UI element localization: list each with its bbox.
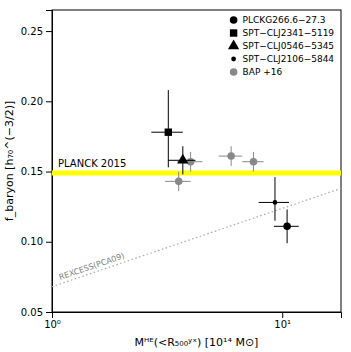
series (168, 146, 195, 174)
x-axis: 10⁰ 10¹ (44, 312, 341, 330)
tick: 0.05 (21, 307, 52, 318)
tick: 0.15 (21, 166, 52, 177)
legend-label: SPT−CLJ2106−5844 (243, 54, 335, 64)
plot-frame (52, 10, 341, 312)
legend-entry: SPT−CLJ0546−5345 (228, 39, 334, 51)
legend-symbol (228, 39, 239, 49)
legend: PLCKG266.6−27.3 SPT−CLJ2341−5119 SPT−CLJ05… (228, 15, 334, 77)
legend-symbol (230, 16, 238, 24)
point (177, 154, 188, 164)
series (151, 90, 183, 167)
tick: 10⁰ (44, 312, 61, 330)
legend-label: SPT−CLJ2341−5119 (243, 28, 335, 38)
tick: 0.25 (21, 26, 52, 37)
tick-mark (46, 31, 52, 32)
tick-mark (46, 101, 52, 102)
legend-label: BAP +16 (243, 67, 283, 77)
point (283, 223, 291, 231)
point (273, 200, 278, 205)
legend-entry: PLCKG266.6−27.3 (230, 15, 326, 25)
tick-mark (46, 242, 52, 243)
plot-area (52, 90, 341, 287)
point (227, 152, 235, 160)
y-axis: 0.05 0.10 0.15 0.20 0.25 (21, 11, 53, 318)
axis-line (53, 313, 342, 319)
annotations: PLANCK 2015 REXCESS(PCA09) (58, 158, 127, 282)
reference-label: REXCESS(PCA09) (58, 251, 126, 282)
error-bar-y (274, 177, 275, 221)
point (250, 158, 258, 166)
legend-label: PLCKG266.6−27.3 (243, 15, 326, 25)
tick: 0.20 (21, 96, 52, 107)
tick: 10¹ (274, 312, 291, 330)
legend-entry: BAP +16 (230, 67, 283, 77)
tick-label: 0.25 (21, 26, 43, 37)
legend-entry: SPT−CLJ2106−5844 (231, 54, 334, 64)
point (165, 128, 172, 135)
series (165, 146, 263, 191)
tick-label: 10⁰ (44, 319, 61, 330)
y-axis-title: f_baryon [h₇₀^(−3/2)] (3, 101, 16, 221)
reference-label: PLANCK 2015 (58, 158, 126, 169)
series (274, 209, 299, 243)
legend-entry: SPT−CLJ2341−5119 (230, 28, 334, 38)
tick-label: 0.20 (21, 96, 43, 107)
tick-label: 10¹ (274, 319, 291, 330)
series (259, 177, 289, 221)
reference-line (52, 170, 341, 175)
tick-mark (282, 312, 283, 318)
chart: 10⁰ 10¹ 0.05 0.10 0.15 0.20 0.25 Mᴴᴱ(<R₅₀₀ʸˣ) [… (0, 0, 351, 352)
point (175, 178, 183, 186)
legend-symbol (230, 29, 237, 36)
legend-symbol (231, 57, 236, 62)
tick-label: 0.15 (21, 166, 43, 177)
x-axis-title: Mᴴᴱ(<R₅₀₀ʸˣ) [10¹⁴ M⊙] (135, 336, 259, 349)
legend-symbol (230, 68, 238, 76)
tick-mark (46, 312, 52, 313)
point (187, 158, 195, 166)
tick-label: 0.10 (21, 236, 43, 247)
reference-line (52, 188, 341, 286)
legend-label: SPT−CLJ0546−5345 (243, 41, 334, 51)
tick: 0.10 (21, 236, 52, 247)
tick-mark (46, 172, 52, 173)
tick-label: 0.05 (21, 307, 43, 318)
